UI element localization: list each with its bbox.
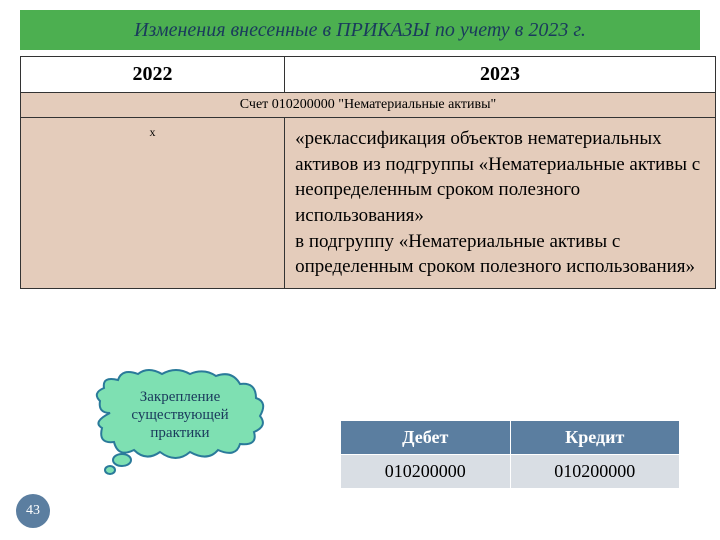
debit-credit-table: Дебет Кредит 010200000 010200000 (340, 420, 680, 489)
dk-header-credit: Кредит (510, 421, 680, 455)
cell-2022: х (21, 118, 285, 289)
account-label: Счет 010200000 "Нематериальные активы" (21, 93, 716, 118)
bubble-line-3: практики (150, 425, 209, 441)
page-title: Изменения внесенные в ПРИКАЗЫ по учету в… (20, 10, 700, 50)
table-body-row: х «реклассификация объектов нематериальн… (21, 118, 716, 289)
page-number-badge: 43 (16, 494, 50, 528)
table-header-row: 2022 2023 (21, 57, 716, 93)
account-row: Счет 010200000 "Нематериальные активы" (21, 93, 716, 118)
main-comparison-table: 2022 2023 Счет 010200000 "Нематериальные… (20, 56, 716, 289)
thought-bubble: Закрепление существующей практики (90, 368, 270, 478)
bubble-text: Закрепление существующей практики (110, 388, 250, 442)
bubble-line-2: существующей (131, 407, 228, 423)
cell-2023: «реклассификация объектов нематериальных… (285, 118, 716, 289)
dk-cell-credit: 010200000 (510, 455, 680, 489)
header-2023: 2023 (285, 57, 716, 93)
dk-header-row: Дебет Кредит (341, 421, 680, 455)
header-2022: 2022 (21, 57, 285, 93)
dk-body-row: 010200000 010200000 (341, 455, 680, 489)
dk-cell-debit: 010200000 (341, 455, 511, 489)
bubble-line-1: Закрепление (140, 389, 221, 405)
dk-header-debit: Дебет (341, 421, 511, 455)
